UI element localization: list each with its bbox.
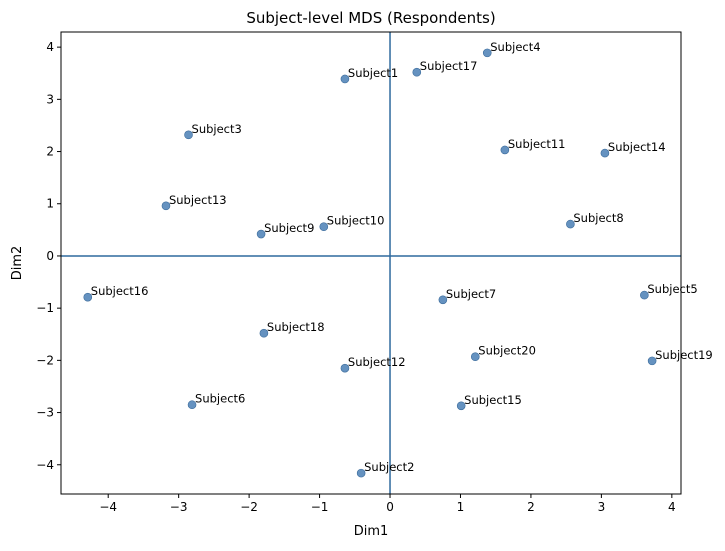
data-point xyxy=(161,201,171,211)
point-label: Subject2 xyxy=(364,460,414,474)
data-point xyxy=(600,148,610,158)
y-tick-label: −2 xyxy=(36,353,54,367)
x-tick-label: 1 xyxy=(457,500,465,514)
x-tick-label: 2 xyxy=(527,500,535,514)
point-label: Subject10 xyxy=(327,214,385,228)
data-point xyxy=(456,401,466,411)
data-point xyxy=(340,74,350,84)
data-point xyxy=(566,219,575,229)
y-tick-label: 4 xyxy=(46,40,54,54)
point-label: Subject4 xyxy=(490,40,540,54)
x-tick-label: −1 xyxy=(311,500,329,514)
chart-title: Subject-level MDS (Respondents) xyxy=(246,9,495,27)
y-tick-label: 3 xyxy=(46,92,54,106)
point-label: Subject7 xyxy=(446,287,496,301)
data-point xyxy=(640,290,649,300)
point-label: Subject19 xyxy=(655,348,713,362)
point-label: Subject1 xyxy=(348,66,398,80)
point-label: Subject17 xyxy=(420,59,478,73)
data-point xyxy=(647,356,657,366)
data-point xyxy=(356,468,366,478)
y-axis-label: Dim2 xyxy=(10,246,25,281)
data-point xyxy=(184,130,193,140)
data-point xyxy=(482,48,492,58)
point-label: Subject14 xyxy=(608,140,666,154)
y-tick-label: 1 xyxy=(46,197,54,211)
x-tick-label: 4 xyxy=(668,500,676,514)
x-tick-label: 3 xyxy=(598,500,606,514)
data-point xyxy=(319,222,329,232)
point-label: Subject8 xyxy=(573,211,623,225)
data-point xyxy=(470,352,480,362)
point-label: Subject5 xyxy=(647,282,697,296)
y-tick-label: −4 xyxy=(36,458,54,472)
data-point xyxy=(256,229,266,239)
point-label: Subject18 xyxy=(267,320,325,334)
data-point xyxy=(340,363,350,373)
point-label: Subject11 xyxy=(508,137,566,151)
x-tick-label: −2 xyxy=(240,500,258,514)
point-label: Subject16 xyxy=(91,284,149,298)
y-tick-label: −1 xyxy=(36,301,54,315)
data-point xyxy=(438,295,448,305)
point-label: Subject6 xyxy=(195,392,245,406)
point-label: Subject20 xyxy=(478,344,536,358)
plot-frame xyxy=(60,31,682,495)
y-tick-label: −3 xyxy=(36,406,54,420)
x-tick-label: −4 xyxy=(99,500,117,514)
point-label: Subject3 xyxy=(192,122,242,136)
x-tick-label: 0 xyxy=(386,500,394,514)
data-point xyxy=(412,67,422,77)
point-label: Subject15 xyxy=(464,393,522,407)
point-label: Subject12 xyxy=(348,355,406,369)
data-point xyxy=(259,328,269,338)
point-label: Subject13 xyxy=(169,193,227,207)
data-point xyxy=(187,400,197,410)
x-tick-label: −3 xyxy=(170,500,188,514)
data-point xyxy=(500,145,510,155)
x-axis-label: Dim1 xyxy=(354,524,389,539)
data-point xyxy=(83,292,93,302)
y-tick-label: 2 xyxy=(46,145,54,159)
y-tick-label: 0 xyxy=(46,249,54,263)
point-label: Subject9 xyxy=(264,221,314,235)
